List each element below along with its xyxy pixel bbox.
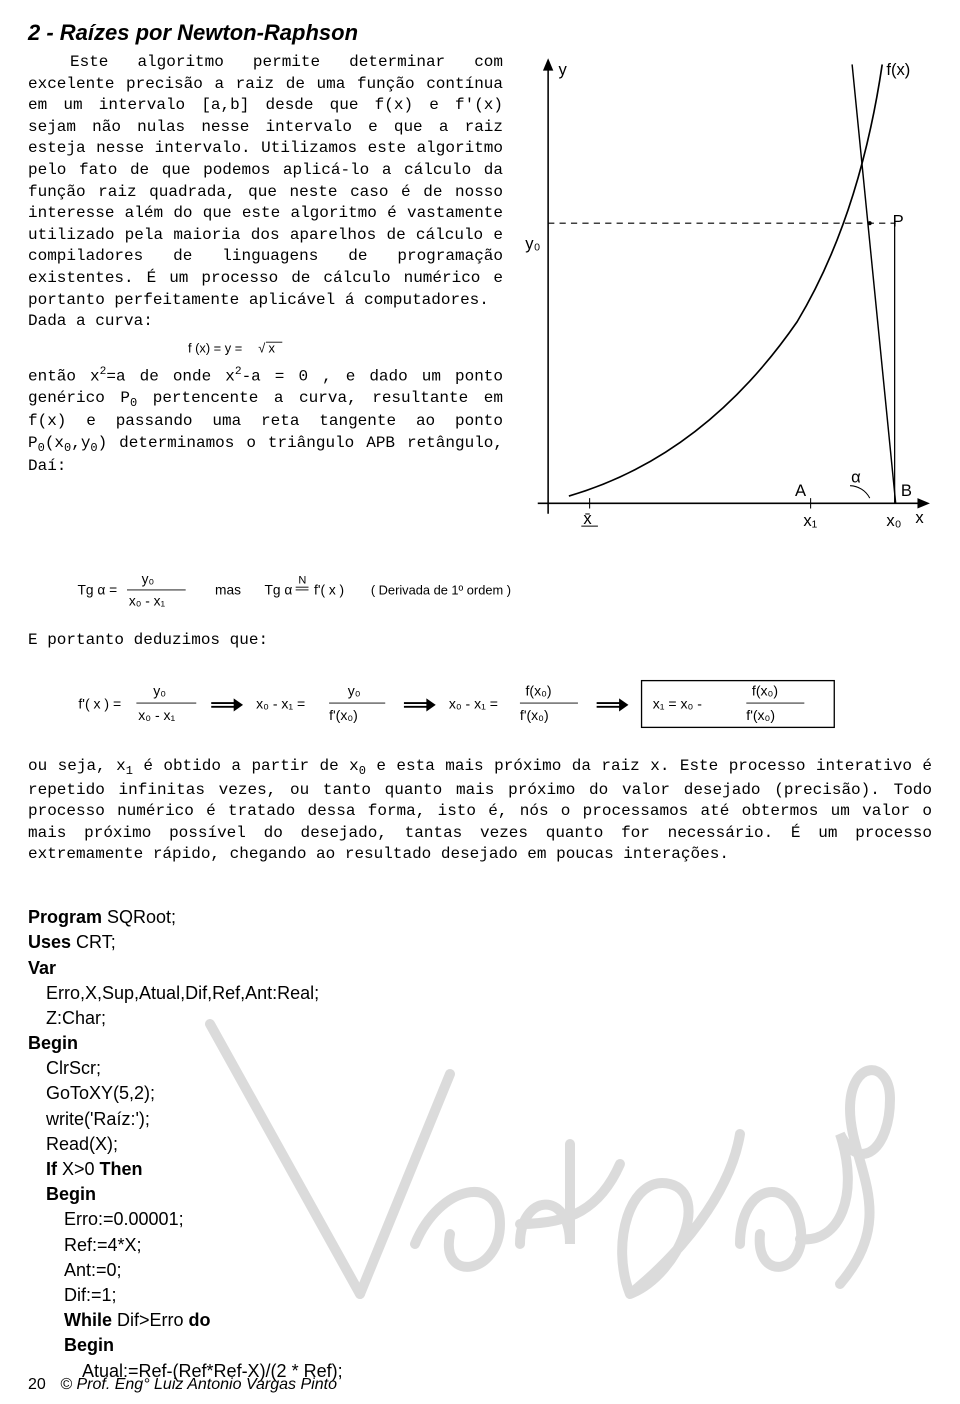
svg-text:f(x₀): f(x₀) [752, 683, 778, 699]
right-graph-column: P y f(x) y₀ A B α x x̄ x₁ x₀ [517, 52, 932, 545]
code-line-13: Erro:=0.00001; [28, 1207, 184, 1232]
paragraph-1: Este algoritmo permite determinar com ex… [28, 53, 503, 309]
code-line-11: X>0 [62, 1159, 100, 1179]
svg-text:f(x₀): f(x₀) [526, 683, 552, 699]
svg-text:x₁ = x₀ -: x₁ = x₀ - [653, 696, 702, 712]
svg-text:Tg α: Tg α [265, 582, 293, 597]
left-text-column: Este algoritmo permite determinar com ex… [28, 52, 503, 545]
section-title: 2 - Raízes por Newton-Raphson [28, 20, 932, 46]
graph-label-x: x [915, 508, 924, 527]
code-line-4: Erro,X,Sup,Atual,Dif,Ref,Ant:Real; [28, 981, 319, 1006]
pascal-code-block: Program SQRoot; Uses CRT; Var Erro,X,Sup… [28, 880, 932, 1384]
svg-text:x₀ - x₁: x₀ - x₁ [129, 593, 166, 608]
svg-text:f'(x₀): f'(x₀) [329, 707, 358, 723]
equation-derivation-chain: f'( x ) = y₀ x₀ - x₁ x₀ - x₁ = y₀ f'(x₀)… [50, 675, 930, 733]
code-line-9: write('Raíz:'); [28, 1107, 150, 1132]
code-line-2: CRT; [76, 932, 116, 952]
code-kw-begin-1: Begin [28, 1033, 78, 1053]
code-kw-begin-2: Begin [28, 1182, 96, 1207]
code-kw-begin-3: Begin [28, 1333, 114, 1358]
graph-label-x1: x₁ [803, 511, 817, 530]
code-line-8: GoToXY(5,2); [28, 1081, 155, 1106]
graph-label-xbar: x̄ [583, 509, 592, 528]
code-kw-uses: Uses [28, 932, 76, 952]
svg-text:mas: mas [215, 582, 241, 597]
code-line-16: Dif:=1; [28, 1283, 117, 1308]
code-kw-program: Program [28, 907, 107, 927]
svg-text:f (x) = y =: f (x) = y = [188, 340, 242, 355]
svg-text:Tg α =: Tg α = [78, 582, 118, 597]
graph-label-y0: y₀ [525, 234, 540, 253]
newton-raphson-graph: P y f(x) y₀ A B α x x̄ x₁ x₀ [517, 52, 932, 540]
code-line-17: Dif>Erro [117, 1310, 189, 1330]
graph-label-y: y [559, 60, 568, 79]
svg-text:y₀: y₀ [348, 683, 361, 699]
code-kw-do: do [189, 1310, 211, 1330]
svg-text:√: √ [258, 340, 266, 355]
svg-text:f'( x ): f'( x ) [314, 582, 344, 597]
equation-tangent: Tg α = y₀ x₀ - x₁ mas Tg α N f'( x ) ( D… [50, 567, 710, 611]
code-line-5: Z:Char; [28, 1006, 106, 1031]
two-column-layout: Este algoritmo permite determinar com ex… [28, 52, 932, 545]
svg-text:f'( x ) =: f'( x ) = [78, 696, 121, 712]
code-line-14: Ref:=4*X; [28, 1233, 142, 1258]
code-line-1: SQRoot; [107, 907, 176, 927]
code-kw-while: While [64, 1310, 117, 1330]
svg-text:y₀: y₀ [142, 571, 155, 586]
given-curve-label: Dada a curva: [28, 312, 153, 330]
code-line-7: ClrScr; [28, 1056, 101, 1081]
svg-text:x₀ - x₁: x₀ - x₁ [138, 707, 175, 723]
svg-text:( Derivada de 1º ordem ): ( Derivada de 1º ordem ) [371, 582, 511, 597]
paragraph-2: então x2=a de onde x2-a = 0 , e dado um … [28, 365, 503, 478]
graph-label-alpha: α [851, 468, 861, 487]
svg-text:y₀: y₀ [153, 683, 166, 699]
svg-text:N: N [298, 574, 306, 586]
graph-label-a: A [795, 481, 807, 500]
graph-label-fx: f(x) [886, 60, 910, 79]
svg-text:f'(x₀): f'(x₀) [746, 707, 775, 723]
graph-label-b: B [901, 481, 912, 500]
svg-text:x₀ - x₁ =: x₀ - x₁ = [256, 696, 305, 712]
code-line-19: Atual:=Ref-(Ref*Ref-X)/(2 * Ref); [28, 1359, 343, 1384]
code-line-10: Read(X); [28, 1132, 118, 1157]
code-line-15: Ant:=0; [28, 1258, 122, 1283]
code-kw-var: Var [28, 958, 56, 978]
paragraph-3: E portanto deduzimos que: [28, 630, 932, 652]
svg-text:f'(x₀): f'(x₀) [520, 707, 549, 723]
svg-text:x: x [269, 340, 276, 355]
formula-fx-sqrt: f (x) = y = √ x [188, 337, 342, 361]
code-kw-then: Then [100, 1159, 143, 1179]
graph-label-x0: x₀ [886, 511, 901, 530]
code-kw-if: If [46, 1159, 62, 1179]
paragraph-4: ou seja, x1 é obtido a partir de x0 e es… [28, 756, 932, 866]
svg-text:x₀ - x₁ =: x₀ - x₁ = [449, 696, 498, 712]
